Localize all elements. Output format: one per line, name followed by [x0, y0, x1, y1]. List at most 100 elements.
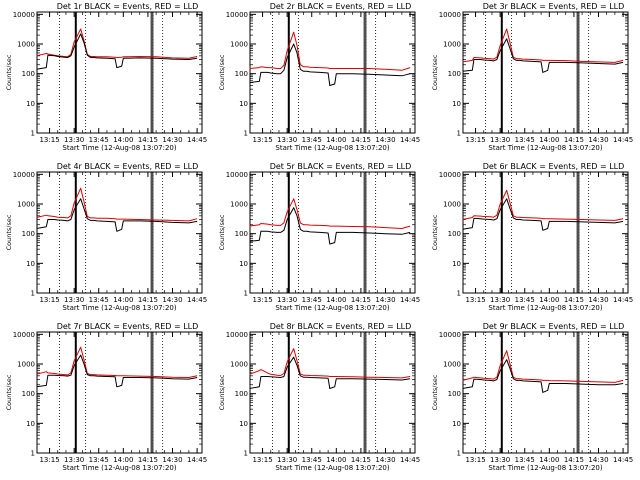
- y-tick-label: 1: [244, 130, 248, 138]
- y-tick-label: 10000: [226, 11, 248, 19]
- lld-series-line: [249, 198, 411, 229]
- y-tick-label: 10: [452, 100, 461, 108]
- x-tick-label: 14:15: [351, 136, 371, 144]
- panel-title: Det 3r BLACK = Events, RED = LLD: [483, 2, 625, 11]
- x-tick-label: 14:45: [613, 296, 633, 304]
- lld-series-line: [249, 348, 411, 379]
- plot-frame: [462, 171, 629, 294]
- x-tick-label: 14:45: [400, 456, 420, 464]
- y-axis-label: Counts/sec: [431, 374, 439, 410]
- y-tick-label: 100: [22, 390, 35, 398]
- y-tick-label: 100: [235, 390, 248, 398]
- y-tick-label: 1000: [443, 201, 461, 209]
- panel-title: Det 1r BLACK = Events, RED = LLD: [57, 2, 199, 11]
- y-tick-label: 10: [452, 260, 461, 268]
- y-tick-label: 1: [31, 450, 35, 458]
- x-tick-label: 13:30: [277, 456, 297, 464]
- y-tick-label: 1: [457, 130, 461, 138]
- x-tick-label: 13:30: [64, 136, 84, 144]
- x-tick-label: 14:00: [113, 296, 133, 304]
- x-tick-label: 14:30: [588, 456, 608, 464]
- events-series-line: [249, 43, 411, 86]
- panel-det-9: Det 9r BLACK = Events, RED = LLD 1 10 100 10…: [431, 322, 633, 472]
- panel-title: Det 2r BLACK = Events, RED = LLD: [270, 2, 412, 11]
- x-tick-label: 13:15: [465, 296, 485, 304]
- x-tick-label: 14:30: [588, 296, 608, 304]
- events-series-line: [462, 198, 624, 231]
- x-axis-label: Start Time (12-Aug-08 13:07:20): [275, 304, 389, 312]
- x-axis-label: Start Time (12-Aug-08 13:07:20): [488, 144, 602, 152]
- y-tick-label: 10000: [439, 331, 461, 339]
- events-series-line: [36, 354, 198, 388]
- x-tick-label: 14:15: [564, 456, 584, 464]
- plot-frame: [36, 171, 203, 294]
- panel-title: Det 5r BLACK = Events, RED = LLD: [270, 162, 412, 171]
- x-tick-label: 13:45: [302, 296, 322, 304]
- y-tick-label: 10: [239, 420, 248, 428]
- y-axis-label: Counts/sec: [5, 54, 13, 90]
- x-tick-label: 14:45: [187, 136, 207, 144]
- y-tick-label: 1: [244, 290, 248, 298]
- x-tick-label: 14:45: [613, 456, 633, 464]
- panel-det-5: Det 5r BLACK = Events, RED = LLD 1 10 100 10…: [218, 162, 420, 312]
- x-tick-label: 14:30: [375, 136, 395, 144]
- panel-det-4: Det 4r BLACK = Events, RED = LLD 1 10 100 10…: [5, 162, 207, 312]
- x-tick-label: 13:45: [302, 456, 322, 464]
- x-tick-label: 13:45: [515, 136, 535, 144]
- y-tick-label: 100: [22, 230, 35, 238]
- x-tick-label: 14:45: [613, 136, 633, 144]
- y-tick-label: 100: [22, 70, 35, 78]
- y-axis-label: Counts/sec: [431, 214, 439, 250]
- panel-det-1: Det 1r BLACK = Events, RED = LLD 1 10 100 10…: [5, 2, 207, 152]
- events-series-line: [249, 207, 411, 245]
- x-tick-label: 13:45: [89, 456, 109, 464]
- y-tick-label: 1: [457, 450, 461, 458]
- x-tick-label: 14:00: [539, 456, 559, 464]
- y-tick-label: 100: [235, 230, 248, 238]
- lld-series-line: [36, 187, 198, 222]
- x-tick-label: 13:15: [39, 296, 59, 304]
- x-tick-label: 14:15: [564, 296, 584, 304]
- y-axis-label: Counts/sec: [5, 374, 13, 410]
- x-tick-label: 14:00: [539, 136, 559, 144]
- x-tick-label: 14:30: [162, 456, 182, 464]
- x-tick-label: 13:45: [302, 136, 322, 144]
- x-tick-label: 13:30: [490, 456, 510, 464]
- x-axis-label: Start Time (12-Aug-08 13:07:20): [275, 464, 389, 472]
- y-tick-label: 1: [244, 450, 248, 458]
- y-tick-label: 1: [457, 290, 461, 298]
- lld-series-line: [462, 28, 624, 63]
- x-tick-label: 14:45: [187, 456, 207, 464]
- x-tick-label: 14:00: [326, 456, 346, 464]
- y-tick-label: 10: [452, 420, 461, 428]
- y-tick-label: 1000: [230, 41, 248, 49]
- y-tick-label: 10000: [13, 11, 35, 19]
- plot-frame: [462, 331, 629, 454]
- x-tick-label: 13:15: [465, 456, 485, 464]
- events-series-line: [36, 33, 198, 70]
- x-tick-label: 13:15: [465, 136, 485, 144]
- plot-frame: [36, 331, 203, 454]
- y-tick-label: 1: [31, 130, 35, 138]
- y-axis-label: Counts/sec: [431, 54, 439, 90]
- panel-det-7: Det 7r BLACK = Events, RED = LLD 1 10 100 10…: [5, 322, 207, 472]
- y-tick-label: 100: [448, 70, 461, 78]
- y-tick-label: 1000: [230, 361, 248, 369]
- x-tick-label: 13:30: [64, 296, 84, 304]
- y-tick-label: 10: [239, 100, 248, 108]
- events-series-line: [462, 38, 624, 73]
- panel-det-2: Det 2r BLACK = Events, RED = LLD 1 10 100 10…: [218, 2, 420, 152]
- y-tick-label: 1000: [230, 201, 248, 209]
- y-tick-label: 100: [448, 230, 461, 238]
- x-tick-label: 14:00: [113, 456, 133, 464]
- x-tick-label: 13:45: [515, 456, 535, 464]
- x-tick-label: 14:15: [138, 296, 158, 304]
- lld-series-line: [36, 28, 198, 59]
- x-tick-label: 14:00: [113, 136, 133, 144]
- events-series-line: [462, 359, 624, 393]
- plot-frame: [249, 171, 416, 294]
- x-tick-label: 14:45: [187, 296, 207, 304]
- y-tick-label: 100: [448, 390, 461, 398]
- lld-series-line: [36, 346, 198, 378]
